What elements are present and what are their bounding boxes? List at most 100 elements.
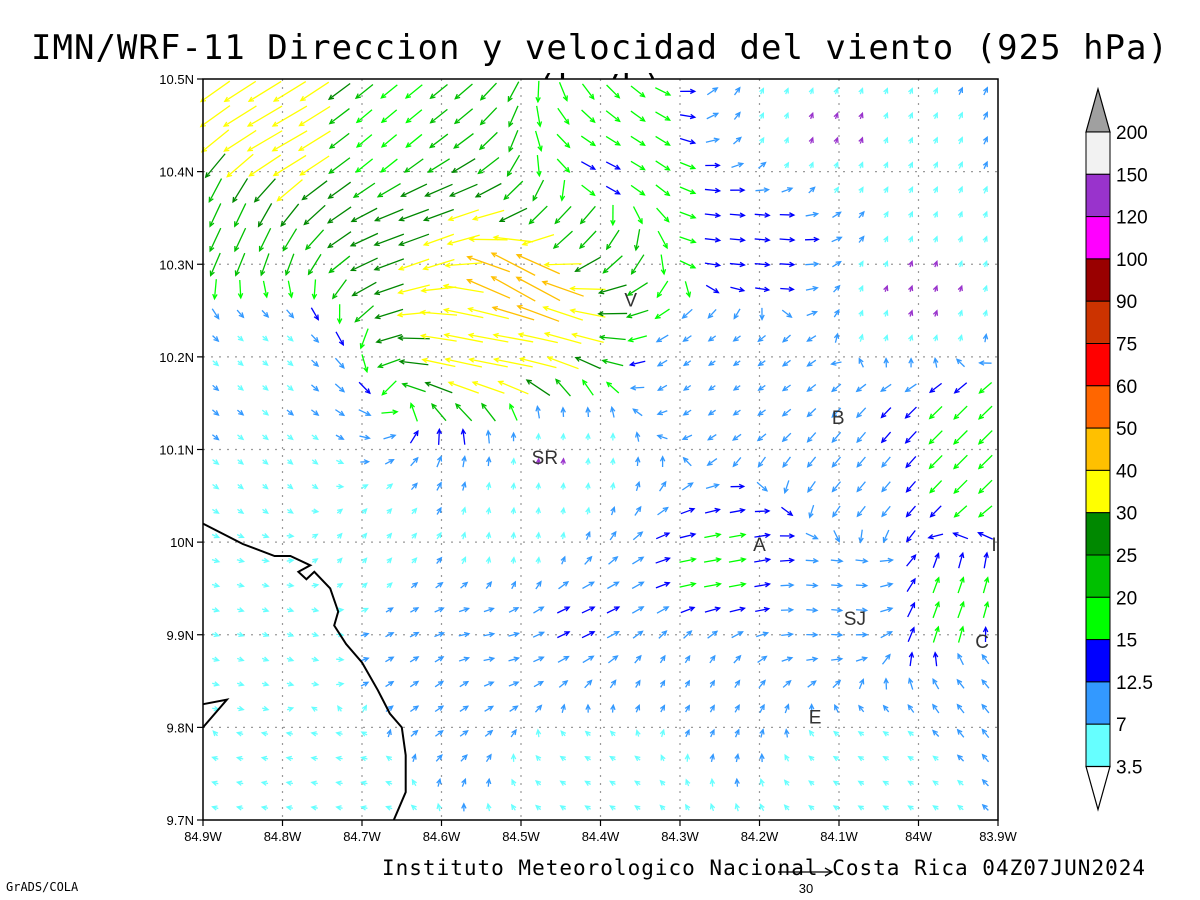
colorbar-label: 120 [1116,208,1148,229]
wind-vector-head [833,87,839,94]
wind-vector-shaft [932,626,939,643]
wind-vector-head [806,461,813,468]
wind-vector [784,728,790,738]
wind-vector [703,581,722,588]
wind-vector [932,805,939,811]
wind-vector [782,334,791,343]
wind-vector-shaft [329,132,350,149]
wind-vector-head [627,337,634,343]
wind-vector-head [437,705,445,711]
wind-vector-shaft [729,607,745,613]
wind-vector [211,582,221,588]
wind-vector [684,753,691,762]
wind-vector-shaft [462,456,466,468]
wind-vector [905,530,916,543]
wind-vector [310,780,318,786]
wind-vector-head [932,703,938,710]
wind-vector-shaft [704,607,720,613]
wind-vector-head [856,437,863,444]
wind-vector-head [633,244,640,252]
wind-vector [780,582,795,589]
wind-vector-head [388,656,395,662]
wind-vector [833,332,840,343]
wind-vector-head [451,167,458,174]
wind-vector-head [932,210,938,218]
wind-vector-head [609,730,616,737]
wind-vector [605,110,621,123]
wind-vector-shaft [452,158,476,173]
wind-vector-shaft [855,609,867,612]
wind-vector [534,780,542,786]
wind-vector-head [287,656,295,662]
wind-vector-shaft [630,184,645,196]
wind-vector [605,161,621,170]
wind-vector-shaft [855,559,868,562]
wind-vector-head [832,805,840,811]
wind-vector-shaft [481,403,496,422]
wind-vector-head [328,168,335,175]
wind-vector [681,308,693,319]
wind-vector-head [978,413,985,420]
wind-vector [783,161,790,169]
wind-vector-head [246,146,254,152]
wind-vector [679,236,697,244]
wind-vector-head [858,111,864,119]
wind-vector [659,704,666,713]
wind-vector-shaft [905,406,917,419]
wind-vector-head [610,219,616,227]
wind-vector [709,654,716,664]
wind-vector [806,632,819,638]
wind-vector-head [908,136,914,144]
wind-vector-shaft [493,236,534,243]
wind-vector-head [657,385,664,391]
wind-vector-head [908,651,915,658]
wind-vector-head [355,142,363,148]
wind-vector [359,328,369,350]
wind-vector [754,582,772,588]
wind-vector [982,576,990,594]
wind-vector-shaft [657,434,668,440]
wind-vector-head [709,704,715,711]
wind-vector [755,187,770,193]
wind-vector [832,211,842,218]
wind-vector-head [238,434,245,441]
wind-vector-head [739,507,746,514]
wind-vector-head [786,656,794,662]
wind-vector [483,681,495,687]
wind-vector [977,430,993,445]
wind-vector-head [461,754,468,761]
wind-vector [286,558,295,564]
wind-vector-head [735,654,742,661]
wind-vector-shaft [630,160,645,171]
wind-vector [234,227,247,253]
wind-vector-head [462,729,469,736]
wind-vector-shaft [683,457,692,467]
wind-vector-head [226,171,233,178]
wind-vector-head [535,754,542,761]
wind-vector-head [812,285,819,292]
wind-vector-head [887,606,894,613]
wind-vector-head [453,143,460,149]
wind-vector [831,236,843,243]
wind-vector-head [662,506,669,513]
wind-vector [855,582,869,589]
wind-vector-head [758,112,764,119]
wind-vector-shaft [425,382,453,394]
wind-vector-head [586,679,593,686]
wind-vector-shaft [458,657,469,662]
wind-vector-head [436,556,443,563]
wind-vector-shaft [627,282,648,296]
wind-vector-head [212,293,218,301]
wind-vector [479,107,498,126]
wind-vector [286,434,294,441]
wind-vector [581,184,596,197]
wind-vector-head [387,705,394,711]
wind-vector [419,333,457,342]
wind-vector [981,703,990,714]
wind-vector-head [910,554,917,561]
wind-vector-shaft [453,133,474,149]
wind-vector [508,105,519,128]
wind-vector-head [982,210,988,218]
wind-vector-head [957,160,963,168]
wind-vector [474,182,502,198]
